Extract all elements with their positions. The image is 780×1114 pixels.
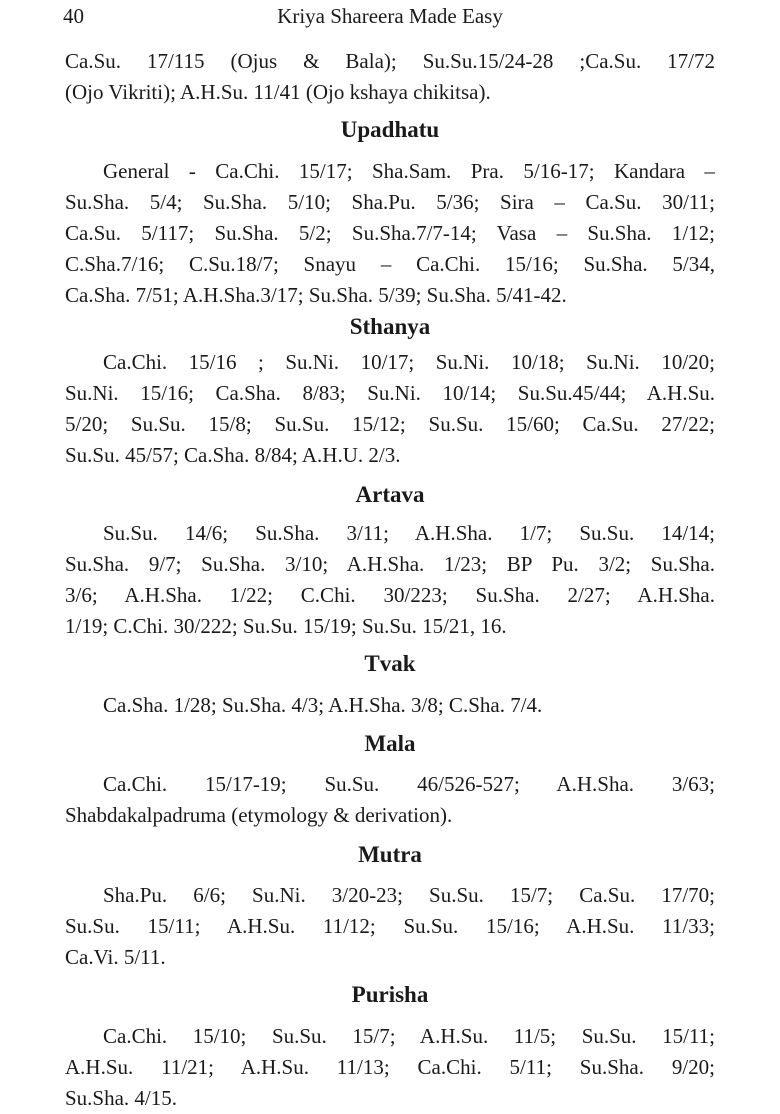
section-paragraph-artava: Su.Su. 14/6; Su.Sha. 3/11; A.H.Sha. 1/7;… [65, 518, 715, 642]
section-paragraph-mutra: Sha.Pu. 6/6; Su.Ni. 3/20-23; Su.Su. 15/7… [65, 880, 715, 973]
section-paragraph-tvak: Ca.Sha. 1/28; Su.Sha. 4/3; A.H.Sha. 3/8;… [65, 690, 715, 721]
text-line: 5/20; Su.Su. 15/8; Su.Su. 15/12; Su.Su. … [65, 412, 715, 436]
page-header: 40 Kriya Shareera Made Easy [0, 2, 780, 30]
text-line: Su.Sha. 9/7; Su.Sha. 3/10; A.H.Sha. 1/23… [65, 552, 715, 576]
text-line: Su.Sha. 5/4; Su.Sha. 5/10; Sha.Pu. 5/36;… [65, 190, 715, 214]
intro-paragraph: Ca.Su. 17/115 (Ojus & Bala); Su.Su.15/24… [65, 46, 715, 108]
text-line: Ca.Vi. 5/11. [65, 945, 166, 969]
text-line: Ca.Su. 5/117; Su.Sha. 5/2; Su.Sha.7/7-14… [65, 221, 715, 245]
running-title: Kriya Shareera Made Easy [277, 4, 503, 28]
section-heading-mutra: Mutra [358, 842, 422, 867]
text-line: (Ojo Vikriti); A.H.Su. 11/41 (Ojo kshaya… [65, 80, 491, 104]
section-paragraph-sthanya: Ca.Chi. 15/16 ; Su.Ni. 10/17; Su.Ni. 10/… [65, 347, 715, 471]
section-paragraph-mala: Ca.Chi. 15/17-19; Su.Su. 46/526-527; A.H… [65, 769, 715, 831]
text-line: General - Ca.Chi. 15/17; Sha.Sam. Pra. 5… [103, 159, 715, 183]
section-heading-upadhatu: Upadhatu [340, 117, 440, 142]
section-heading-sthanya: Sthanya [349, 314, 431, 339]
text-line: Su.Sha. 4/15. [65, 1086, 178, 1110]
text-line: Ca.Su. 17/115 (Ojus & Bala); Su.Su.15/24… [65, 49, 715, 73]
section-heading-tvak: Tvak [364, 651, 416, 676]
text-line: Sha.Pu. 6/6; Su.Ni. 3/20-23; Su.Su. 15/7… [103, 883, 715, 907]
text-line: Ca.Chi. 15/10; Su.Su. 15/7; A.H.Su. 11/5… [103, 1024, 715, 1048]
section-heading-mala: Mala [364, 731, 416, 756]
page-number: 40 [63, 4, 84, 28]
text-line: 1/19; C.Chi. 30/222; Su.Su. 15/19; Su.Su… [65, 614, 507, 638]
text-line: A.H.Su. 11/21; A.H.Su. 11/13; Ca.Chi. 5/… [65, 1055, 715, 1079]
text-line: Ca.Chi. 15/16 ; Su.Ni. 10/17; Su.Ni. 10/… [103, 350, 715, 374]
text-line: Ca.Sha. 1/28; Su.Sha. 4/3; A.H.Sha. 3/8;… [103, 693, 543, 717]
section-heading-artava: Artava [355, 482, 425, 507]
section-paragraph-purisha: Ca.Chi. 15/10; Su.Su. 15/7; A.H.Su. 11/5… [65, 1021, 715, 1114]
text-line: Su.Ni. 15/16; Ca.Sha. 8/83; Su.Ni. 10/14… [65, 381, 715, 405]
text-line: Ca.Sha. 7/51; A.H.Sha.3/17; Su.Sha. 5/39… [65, 283, 567, 307]
section-paragraph-upadhatu: General - Ca.Chi. 15/17; Sha.Sam. Pra. 5… [65, 156, 715, 311]
text-line: Su.Su. 45/57; Ca.Sha. 8/84; A.H.U. 2/3. [65, 443, 401, 467]
text-line: Ca.Chi. 15/17-19; Su.Su. 46/526-527; A.H… [103, 772, 715, 796]
section-heading-purisha: Purisha [351, 982, 429, 1007]
text-line: Shabdakalpadruma (etymology & derivation… [65, 803, 453, 827]
text-line: 3/6; A.H.Sha. 1/22; C.Chi. 30/223; Su.Sh… [65, 583, 715, 607]
text-line: Su.Su. 15/11; A.H.Su. 11/12; Su.Su. 15/1… [65, 914, 715, 938]
text-line: Su.Su. 14/6; Su.Sha. 3/11; A.H.Sha. 1/7;… [103, 521, 715, 545]
text-line: C.Sha.7/16; C.Su.18/7; Snayu – Ca.Chi. 1… [65, 252, 715, 276]
